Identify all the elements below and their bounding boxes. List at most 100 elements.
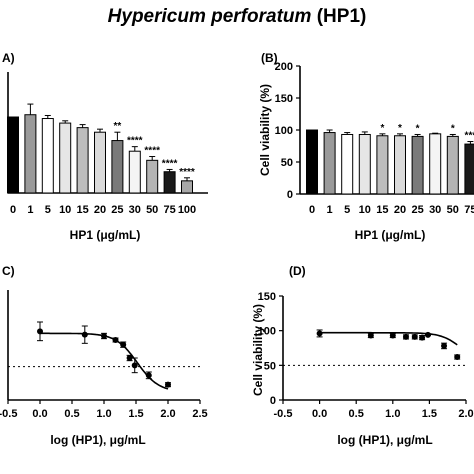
panel-b-significance: * [380,123,384,134]
panel-b-tick-label: 30 [429,204,441,216]
panel-d-fit-curve [319,331,458,346]
panel-d-point [316,330,323,337]
panel-b-y-tick-label: 0 [287,189,293,201]
panel-d-y-tick-label: 100 [258,326,276,338]
panel-c-point [37,328,43,335]
panel-d-x-tick-label: 0.5 [349,408,364,420]
panel-a-x-label: HP1 (μg/mL) [70,228,141,242]
panel-d-x-tick-label: 0.0 [312,408,327,420]
panel-b-tick-label: 20 [394,204,406,216]
panel-b-y-tick-label: 200 [275,61,293,73]
title-species: Hypericum perforatum [107,6,312,27]
panel-c-point [81,331,88,338]
panel-b-y-label: Cell viability (%) [258,84,272,176]
panel-c-x-tick-label: 1.5 [128,408,143,420]
panel-a-bar [146,159,159,194]
panel-b-tick-label: 50 [447,204,459,216]
panel-c-x-tick-label: 0.0 [32,408,47,420]
panel-d-y-tick-label: 0 [270,395,276,407]
panel-a-tick-label: 15 [76,204,88,216]
panel-b-x-label: HP1 (μg/mL) [355,228,426,242]
panel-b-tick-label: 1 [327,204,333,216]
panel-d-x-label: log (HP1), μg/mL [337,433,432,447]
panel-a-bar [163,171,176,194]
panel-a-tick-label: 25 [111,204,123,216]
panel-c-point [131,362,138,369]
panel-c-x-tick-label: 2.5 [192,408,207,420]
panel-b-bar [464,143,474,195]
panel-b-y-tick-label: 150 [275,93,293,105]
title-code: (HP1) [316,6,367,27]
panel-c-x-tick-label: -0.5 [0,408,17,420]
panel-b-bar [341,133,354,195]
panel-d-y-tick-label: 50 [264,360,276,372]
panel-d-point [367,332,374,339]
panel-c-point [145,372,152,379]
panel-b-bar [306,129,318,195]
panel-d-x-tick-label: 2.0 [458,408,473,420]
panel-a-bar [41,118,54,194]
panel-b-tick-label: 25 [411,204,423,216]
panel-d-y-tick-label: 150 [258,291,276,303]
panel-a-tick-label: 30 [129,204,141,216]
panel-a-significance: **** [127,136,143,147]
panel-b-significance: *** [465,131,474,142]
panel-b-bar [376,135,389,195]
panel-d-point [389,332,396,339]
panel-c-point [101,333,107,339]
panel-d-y-label: Cell viability (%) [251,304,265,396]
panel-a-tick-label: 20 [94,204,106,216]
panel-a-bar [111,140,124,194]
panel-c-point [112,337,119,343]
panel-a-significance: **** [179,167,195,178]
panel-a-tick-label: 10 [59,204,71,216]
panel-b-bar [358,133,371,195]
panel-a-significance: **** [144,146,160,157]
panel-c-x-tick-label: 2.0 [160,408,175,420]
panel-d-point [441,342,448,349]
panel-a-label: A) [2,51,15,65]
panel-c-point [120,341,127,348]
panel-b-significance: * [398,123,402,134]
panel-d-point [402,333,409,340]
panel-c-x-label: log (HP1), μg/mL [50,433,145,447]
panel-d-point [424,331,431,338]
panel-a-bar [7,116,19,194]
panel-a-significance: ** [114,121,122,132]
panel-c-point [165,381,171,388]
panel-a-bar [128,150,141,194]
panel-a-significance: **** [162,158,178,169]
panel-a-bar [59,122,72,194]
panel-d-x-tick-label: 1.5 [422,408,437,420]
panel-d-label: (D) [289,264,306,278]
panel-b-bar [323,132,336,195]
figure-title: Hypericum perforatum (HP1) [0,6,474,28]
panel-c-x-tick-label: 1.0 [96,408,111,420]
panel-a-bar [94,131,106,194]
panel-c-label: C) [2,264,15,278]
panel-c-point [126,355,133,361]
panel-c-fit-curve [40,332,169,390]
panel-a-tick-label: 1 [27,204,33,216]
panel-a-tick-label: 100 [178,204,196,216]
panel-b-significance: * [416,123,420,134]
panel-b-tick-label: 15 [376,204,388,216]
panel-b-bar [446,135,459,195]
panel-b-tick-label: 0 [309,204,315,216]
panel-a-tick-label: 50 [146,204,158,216]
panel-b-label: (B) [261,51,278,65]
panel-d-point [454,354,461,361]
panel-a-tick-label: 75 [163,204,175,216]
panel-b-bar [429,133,442,195]
panel-a-tick-label: 0 [10,204,16,216]
panel-b-bar [394,135,406,195]
panel-b-y-tick-label: 100 [275,125,293,137]
panel-d-x-tick-label: 1.0 [385,408,400,420]
panel-b-tick-label: 10 [359,204,371,216]
panel-a-tick-label: 5 [45,204,51,216]
panel-c-x-tick-label: 0.5 [64,408,79,420]
panel-b-bar [411,135,424,195]
panel-b-significance: * [451,123,455,134]
panel-d-x-tick-label: -0.5 [274,408,293,420]
